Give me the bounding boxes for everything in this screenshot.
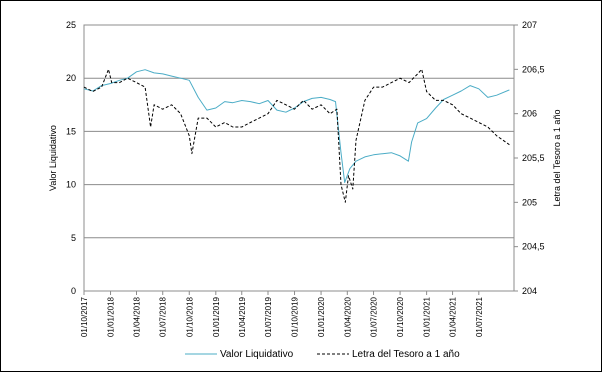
y-tick-right-2: 205 — [522, 197, 537, 207]
legend-label-valor-liquidativo: Valor Liquidativo — [220, 349, 294, 360]
y-tick-left-2: 10 — [66, 180, 76, 190]
x-tick-15: 01/07/2021 — [475, 296, 484, 337]
y-tick-right-6: 207 — [522, 20, 537, 30]
series-line-0 — [83, 69, 510, 183]
plot-area — [83, 24, 515, 292]
y-tick-left-3: 15 — [66, 126, 76, 136]
y-tick-right-5: 206,5 — [522, 64, 545, 74]
x-tick-3: 01/07/2018 — [159, 296, 168, 337]
x-tick-10: 01/04/2020 — [343, 296, 352, 337]
x-tick-8: 01/10/2019 — [291, 296, 300, 337]
y-tick-left-5: 25 — [66, 20, 76, 30]
y-tick-left-0: 0 — [71, 286, 76, 296]
series-line-1 — [83, 68, 510, 203]
x-tick-7: 01/07/2019 — [264, 296, 273, 337]
y-tick-left-4: 20 — [66, 73, 76, 83]
y-tick-right-4: 206 — [522, 109, 537, 119]
x-tick-4: 01/10/2018 — [185, 296, 194, 337]
x-tick-2: 01/04/2018 — [132, 296, 141, 337]
x-tick-5: 01/01/2019 — [212, 296, 221, 337]
x-tick-9: 01/01/2020 — [317, 296, 326, 337]
y-axis-label-right: Letra del Tesoro a 1 año — [552, 110, 562, 207]
y-tick-right-3: 205,5 — [522, 153, 545, 163]
y-tick-right-1: 204,5 — [522, 242, 545, 252]
x-tick-0: 01/10/2017 — [80, 296, 89, 337]
y-axis-label-left: Valor Liquidativo — [48, 125, 58, 191]
x-tick-12: 01/10/2020 — [396, 296, 405, 337]
y-tick-right-0: 204 — [522, 286, 537, 296]
x-tick-6: 01/04/2019 — [238, 296, 247, 337]
x-tick-1: 01/01/2018 — [107, 296, 116, 337]
x-tick-14: 01/04/2021 — [449, 296, 458, 337]
legend: Valor Liquidativo Letra del Tesoro a 1 a… — [185, 349, 460, 360]
legend-label-letra-tesoro: Letra del Tesoro a 1 año — [352, 349, 460, 360]
x-tick-13: 01/01/2021 — [423, 296, 432, 337]
x-tick-11: 01/07/2020 — [370, 296, 379, 337]
y-tick-left-1: 5 — [71, 233, 76, 243]
